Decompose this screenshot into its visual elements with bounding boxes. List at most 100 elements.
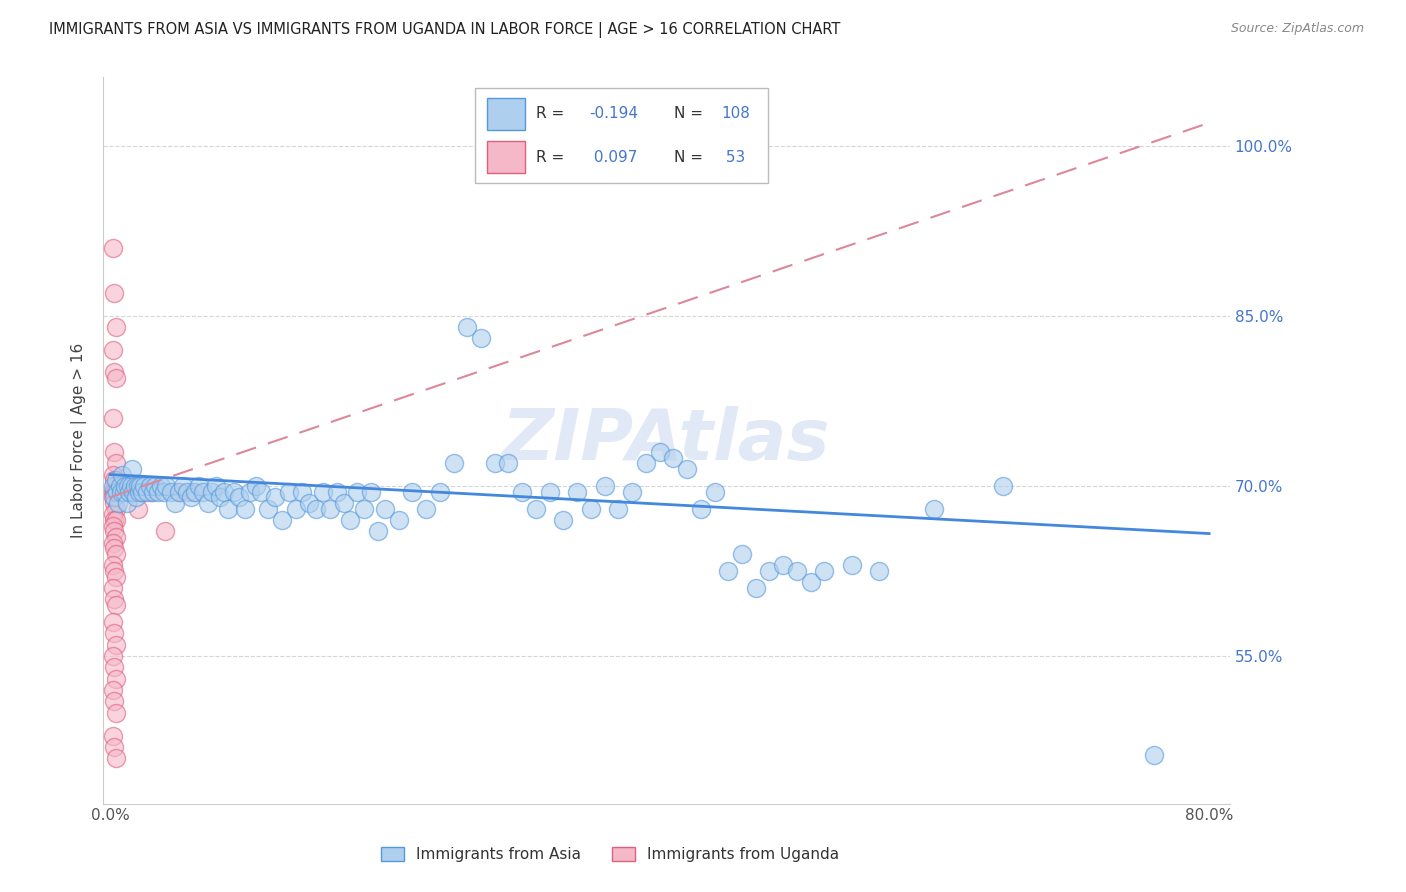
Point <box>104 751 127 765</box>
Point <box>510 484 533 499</box>
Point <box>298 496 321 510</box>
Point <box>387 513 409 527</box>
Point <box>104 513 127 527</box>
Point <box>128 484 150 499</box>
Point <box>567 484 589 499</box>
Point <box>104 473 127 487</box>
Point <box>868 564 890 578</box>
Point <box>662 450 685 465</box>
Point <box>103 592 125 607</box>
FancyBboxPatch shape <box>486 141 524 173</box>
Point <box>159 484 181 499</box>
Point <box>813 564 835 578</box>
Point <box>131 484 153 499</box>
Point <box>104 530 127 544</box>
Point <box>312 484 335 499</box>
Point <box>115 496 138 510</box>
Point <box>222 484 245 499</box>
Point <box>101 467 124 482</box>
Point <box>634 456 657 470</box>
Point <box>101 241 124 255</box>
Point <box>101 683 124 698</box>
Point <box>103 660 125 674</box>
Point <box>800 575 823 590</box>
Point <box>101 581 124 595</box>
Point <box>104 479 127 493</box>
Point <box>167 484 190 499</box>
Point <box>401 484 423 499</box>
Point <box>648 445 671 459</box>
Point <box>180 490 202 504</box>
Point <box>924 501 946 516</box>
Point <box>181 484 204 499</box>
Point <box>139 479 162 493</box>
Point <box>118 484 141 499</box>
Point <box>104 456 127 470</box>
Point <box>103 513 125 527</box>
Point <box>103 541 125 556</box>
Point <box>250 484 273 499</box>
Point <box>193 484 215 499</box>
Point <box>772 558 794 573</box>
Text: ZIPAtlas: ZIPAtlas <box>502 406 831 475</box>
Point <box>103 473 125 487</box>
Point <box>103 524 125 539</box>
Point <box>176 484 198 499</box>
Point <box>103 366 125 380</box>
Point <box>134 484 156 499</box>
Point <box>332 496 354 510</box>
Point <box>197 496 219 510</box>
Text: 0.097: 0.097 <box>589 150 637 165</box>
Point <box>676 462 699 476</box>
Point <box>731 547 754 561</box>
Point <box>103 564 125 578</box>
Text: R =: R = <box>537 106 565 121</box>
Point <box>607 501 630 516</box>
Legend: Immigrants from Asia, Immigrants from Uganda: Immigrants from Asia, Immigrants from Ug… <box>375 841 845 869</box>
Text: -0.194: -0.194 <box>589 106 638 121</box>
Point <box>142 484 165 499</box>
Point <box>538 484 561 499</box>
Text: N =: N = <box>673 150 703 165</box>
Point <box>172 479 194 493</box>
Point <box>145 479 167 493</box>
Point <box>374 501 396 516</box>
Point <box>125 490 148 504</box>
Point <box>264 490 287 504</box>
Point <box>291 484 314 499</box>
Point <box>103 286 125 301</box>
Point <box>155 479 177 493</box>
Point <box>239 484 262 499</box>
Point <box>124 479 146 493</box>
Point <box>104 598 127 612</box>
Point <box>346 484 368 499</box>
Point <box>103 694 125 708</box>
Point <box>101 615 124 629</box>
Text: Source: ZipAtlas.com: Source: ZipAtlas.com <box>1230 22 1364 36</box>
FancyBboxPatch shape <box>486 98 524 130</box>
Point <box>103 484 125 499</box>
Point <box>456 320 478 334</box>
Point <box>205 479 228 493</box>
Point <box>367 524 389 539</box>
Point <box>498 456 520 470</box>
Point <box>101 410 124 425</box>
Point <box>111 467 134 482</box>
Point <box>104 638 127 652</box>
Point <box>212 484 235 499</box>
Point <box>134 479 156 493</box>
Point <box>104 672 127 686</box>
Point <box>360 484 382 499</box>
Point <box>245 479 267 493</box>
Point <box>104 484 127 499</box>
Point <box>104 320 127 334</box>
Point <box>305 501 328 516</box>
Point <box>129 479 152 493</box>
Point <box>257 501 280 516</box>
Point <box>114 479 136 493</box>
Point <box>120 484 142 499</box>
Point <box>112 484 135 499</box>
Point <box>103 445 125 459</box>
Point <box>103 496 125 510</box>
Point <box>228 490 250 504</box>
